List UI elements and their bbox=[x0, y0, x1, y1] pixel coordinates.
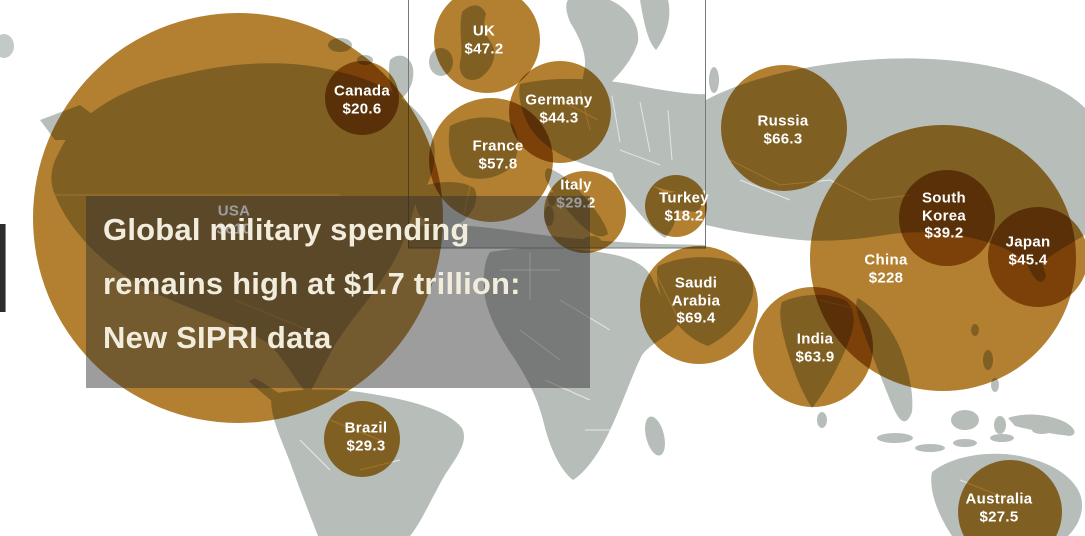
label-turkey: Turkey bbox=[659, 189, 709, 207]
value-turkey: $18.2 bbox=[664, 207, 704, 224]
label-usa: USA bbox=[217, 202, 251, 220]
bubble-turkey bbox=[645, 175, 707, 237]
bubble-india bbox=[753, 287, 873, 407]
edge-artifact-bar bbox=[0, 224, 6, 312]
bubble-france bbox=[429, 98, 553, 222]
value-india: $63.9 bbox=[795, 348, 835, 365]
label-italy: Italy bbox=[560, 176, 592, 194]
value-saudi-arabia: $69.4 bbox=[676, 309, 716, 327]
value-canada: $20.6 bbox=[342, 100, 382, 117]
bubble-japan bbox=[988, 207, 1085, 307]
value-south-korea: $39.2 bbox=[924, 224, 964, 242]
label-china: China bbox=[864, 251, 908, 269]
bubble-italy bbox=[544, 171, 626, 253]
label-canada: Canada bbox=[334, 82, 390, 100]
label-india: India bbox=[796, 330, 834, 348]
bubble-canada bbox=[325, 61, 399, 135]
bubble-russia bbox=[721, 65, 847, 191]
label-brazil: Brazil bbox=[344, 419, 388, 437]
label-south-korea: Korea bbox=[921, 207, 967, 224]
bubble-brazil bbox=[324, 401, 400, 477]
value-china: $228 bbox=[868, 269, 904, 286]
value-russia: $66.3 bbox=[763, 130, 803, 147]
label-germany: Germany bbox=[525, 91, 593, 109]
label-japan: Japan bbox=[1005, 233, 1051, 251]
headline-line-3: New SIPRI data bbox=[103, 320, 332, 355]
bubble-saudi-arabia bbox=[640, 246, 758, 364]
value-japan: $45.4 bbox=[1008, 251, 1048, 268]
label-russia: Russia bbox=[757, 112, 809, 130]
label-south-korea: South bbox=[922, 189, 966, 207]
headline: Global military spending remains high at… bbox=[103, 203, 521, 365]
headline-line-1: Global military spending bbox=[103, 212, 470, 247]
title-overlay-band: Global military spending remains high at… bbox=[86, 196, 590, 388]
value-brazil: $29.3 bbox=[346, 437, 386, 454]
label-france: France bbox=[472, 137, 524, 155]
label-saudi-arabia: Arabia bbox=[671, 292, 721, 309]
value-italy: $29.2 bbox=[556, 194, 596, 211]
label-uk: UK bbox=[472, 22, 496, 40]
value-usa: $610 bbox=[216, 220, 252, 237]
value-uk: $47.2 bbox=[464, 40, 504, 57]
label-australia: Australia bbox=[965, 490, 1033, 508]
headline-line-2: remains high at $1.7 trillion: bbox=[103, 266, 521, 301]
label-saudi-arabia: Saudi bbox=[674, 274, 718, 292]
bubble-south-korea bbox=[899, 170, 995, 266]
value-france: $57.8 bbox=[478, 155, 518, 172]
value-australia: $27.5 bbox=[979, 508, 1019, 525]
bubble-australia bbox=[958, 460, 1062, 536]
value-germany: $44.3 bbox=[539, 109, 579, 126]
